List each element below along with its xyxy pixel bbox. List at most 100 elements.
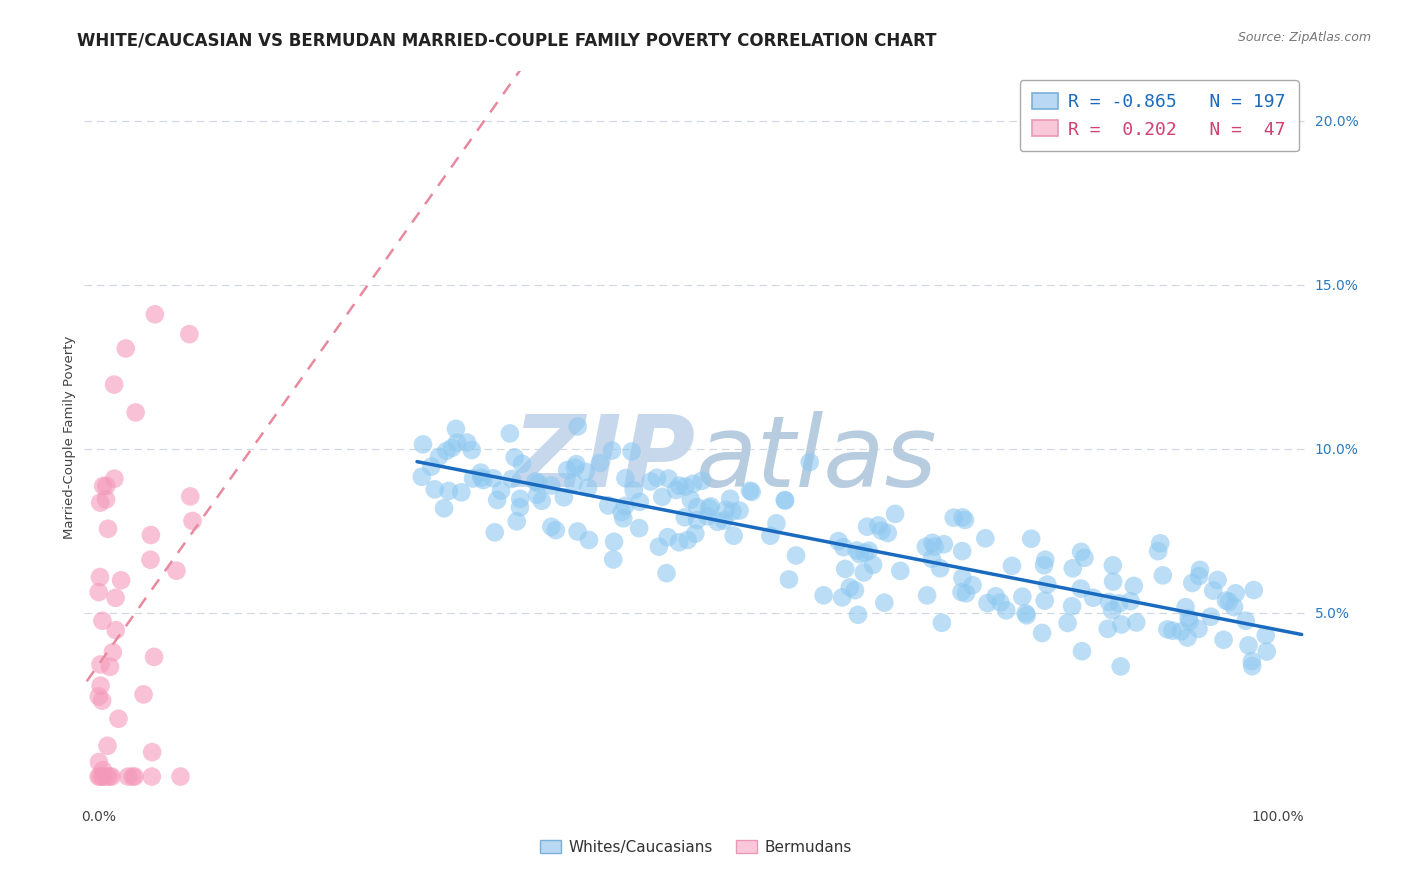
Point — [713, 514, 735, 528]
Point — [718, 491, 741, 506]
Point — [655, 566, 678, 581]
Point — [567, 419, 589, 434]
Point — [1188, 563, 1211, 577]
Point — [489, 483, 512, 498]
Point — [461, 443, 484, 458]
Point — [589, 456, 612, 470]
Point — [1033, 553, 1056, 567]
Point — [884, 507, 907, 521]
Point — [668, 478, 690, 492]
Point — [648, 540, 671, 554]
Point — [450, 485, 472, 500]
Point — [610, 505, 633, 519]
Text: ZIP: ZIP — [513, 410, 696, 508]
Point — [124, 770, 146, 784]
Point — [773, 493, 796, 508]
Point — [1156, 623, 1178, 637]
Point — [420, 459, 443, 474]
Point — [132, 687, 155, 701]
Point — [1101, 603, 1123, 617]
Point — [1056, 615, 1078, 630]
Point — [984, 589, 1007, 603]
Point — [503, 450, 526, 465]
Point — [530, 494, 553, 508]
Point — [838, 580, 860, 594]
Point — [509, 491, 531, 506]
Point — [676, 533, 699, 547]
Point — [98, 660, 121, 674]
Point — [640, 475, 662, 489]
Point — [1071, 644, 1094, 658]
Point — [486, 492, 509, 507]
Point — [845, 543, 868, 558]
Point — [645, 471, 668, 485]
Point — [437, 483, 460, 498]
Point — [446, 435, 468, 450]
Point — [658, 472, 681, 486]
Point — [104, 623, 127, 637]
Point — [526, 488, 548, 502]
Point — [921, 551, 943, 566]
Point — [995, 603, 1018, 617]
Point — [1070, 545, 1092, 559]
Point — [668, 535, 690, 549]
Point — [456, 435, 478, 450]
Point — [741, 484, 763, 499]
Point — [143, 649, 166, 664]
Point — [929, 561, 952, 575]
Point — [1174, 600, 1197, 615]
Point — [942, 510, 965, 524]
Point — [846, 607, 869, 622]
Point — [665, 483, 688, 497]
Point — [527, 476, 550, 491]
Point — [976, 596, 998, 610]
Point — [914, 540, 936, 554]
Point — [1254, 628, 1277, 642]
Point — [553, 491, 575, 505]
Point — [87, 755, 110, 769]
Text: WHITE/CAUCASIAN VS BERMUDAN MARRIED-COUPLE FAMILY POVERTY CORRELATION CHART: WHITE/CAUCASIAN VS BERMUDAN MARRIED-COUP… — [77, 31, 936, 49]
Point — [765, 516, 787, 531]
Point — [721, 504, 744, 518]
Point — [91, 770, 114, 784]
Point — [853, 546, 876, 560]
Point — [1108, 596, 1130, 610]
Point — [759, 529, 782, 543]
Point — [141, 745, 163, 759]
Point — [628, 495, 651, 509]
Point — [1199, 609, 1222, 624]
Point — [651, 490, 673, 504]
Point — [1111, 617, 1133, 632]
Point — [1178, 615, 1201, 629]
Point — [603, 534, 626, 549]
Point — [778, 573, 800, 587]
Point — [1187, 622, 1209, 636]
Y-axis label: Married-Couple Family Poverty: Married-Couple Family Poverty — [63, 335, 76, 539]
Point — [1240, 654, 1263, 668]
Point — [89, 570, 111, 584]
Point — [100, 770, 122, 784]
Point — [1152, 568, 1174, 582]
Point — [723, 529, 745, 543]
Point — [91, 694, 114, 708]
Point — [179, 327, 201, 342]
Point — [932, 537, 955, 551]
Point — [139, 528, 162, 542]
Point — [1202, 583, 1225, 598]
Point — [600, 443, 623, 458]
Point — [614, 471, 637, 485]
Point — [950, 585, 973, 599]
Point — [139, 553, 162, 567]
Point — [849, 547, 872, 561]
Point — [555, 463, 578, 477]
Point — [87, 585, 110, 599]
Point — [1212, 632, 1234, 647]
Point — [690, 474, 713, 488]
Point — [697, 501, 720, 516]
Point — [714, 502, 737, 516]
Point — [1119, 594, 1142, 608]
Point — [858, 543, 880, 558]
Point — [962, 578, 984, 592]
Point — [876, 526, 898, 541]
Point — [955, 586, 977, 600]
